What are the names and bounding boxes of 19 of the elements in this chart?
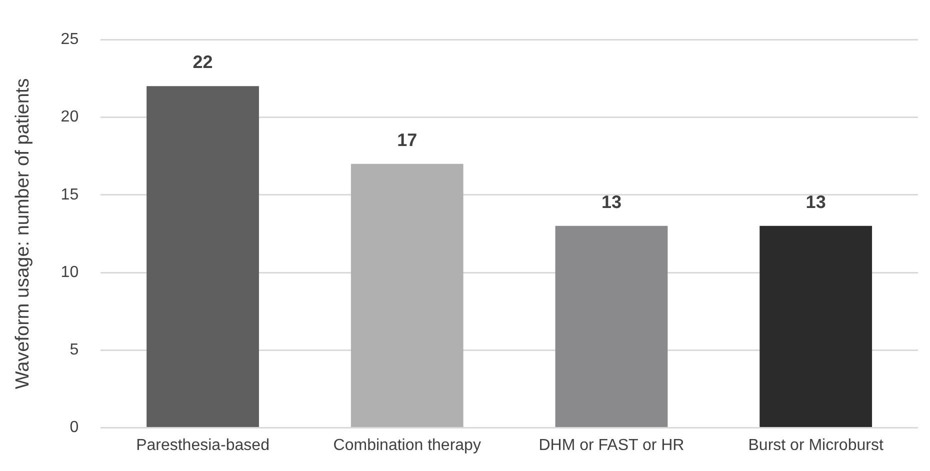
y-tick-label: 25 — [60, 31, 79, 48]
bar — [146, 86, 259, 428]
x-tick-label: Burst or Microburst — [748, 436, 884, 454]
data-label: 13 — [806, 192, 826, 212]
bar — [350, 164, 464, 428]
y-tick-label: 15 — [60, 186, 79, 204]
y-tick-label: 5 — [70, 342, 79, 359]
y-tick-label: 10 — [60, 264, 79, 281]
x-tick-label: DHM or FAST or HR — [538, 436, 684, 454]
y-tick-label: 0 — [70, 419, 79, 436]
data-label: 22 — [192, 52, 213, 72]
x-tick-label: Paresthesia-based — [136, 436, 270, 454]
data-label: 13 — [601, 192, 622, 212]
bar — [760, 226, 872, 428]
y-axis-title: Waveform usage: number of patients — [12, 78, 34, 390]
x-tick-label: Combination therapy — [333, 436, 481, 454]
data-label: 17 — [397, 130, 418, 150]
bar — [555, 226, 668, 428]
y-tick-label: 20 — [60, 108, 79, 126]
